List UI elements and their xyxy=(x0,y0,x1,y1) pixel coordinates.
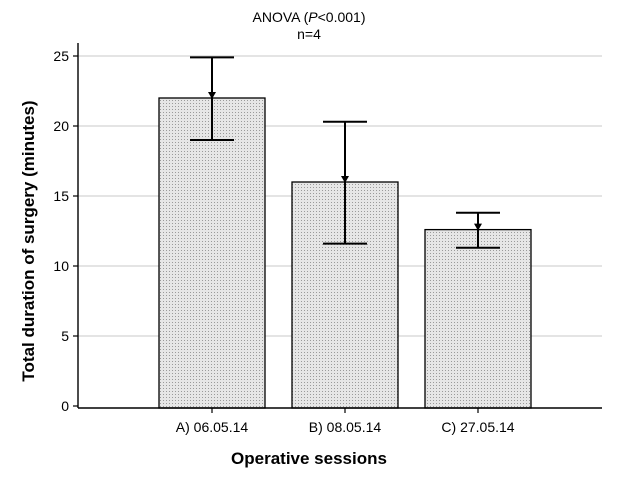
y-tick-label: 10 xyxy=(53,258,69,274)
y-axis-label: Total duration of surgery (minutes) xyxy=(19,100,38,382)
x-tick-label: A) 06.05.14 xyxy=(176,419,249,435)
bar xyxy=(158,97,266,409)
error-bar xyxy=(323,120,367,245)
x-tick-label: C) 27.05.14 xyxy=(441,419,514,435)
mean-marker xyxy=(208,92,216,99)
y-tick-label: 20 xyxy=(53,118,69,134)
error-bars xyxy=(190,56,500,249)
error-bar xyxy=(190,56,234,141)
bars xyxy=(158,97,532,409)
mean-marker xyxy=(341,176,349,183)
y-tick-label: 15 xyxy=(53,188,69,204)
y-tick-label: 25 xyxy=(53,48,69,64)
y-tick-label: 0 xyxy=(61,398,69,414)
chart-annotation-n: n=4 xyxy=(297,26,321,42)
axes: 0 5 10 15 20 25 A) 06.05.14 B) 08.05.14 C) 27.05… xyxy=(53,43,602,435)
annotation-prefix: ANOVA ( xyxy=(252,9,309,25)
error-bar xyxy=(456,211,500,249)
y-tick-label: 5 xyxy=(61,328,69,344)
x-tick-label: B) 08.05.14 xyxy=(309,419,382,435)
annotation-suffix: <0.001) xyxy=(317,9,366,25)
x-axis-label: Operative sessions xyxy=(231,449,387,468)
mean-marker xyxy=(474,223,482,231)
bar xyxy=(424,228,532,409)
annotation-p-symbol: P xyxy=(308,9,318,25)
chart-annotation-anova: ANOVA (P<0.001) xyxy=(0,9,618,25)
